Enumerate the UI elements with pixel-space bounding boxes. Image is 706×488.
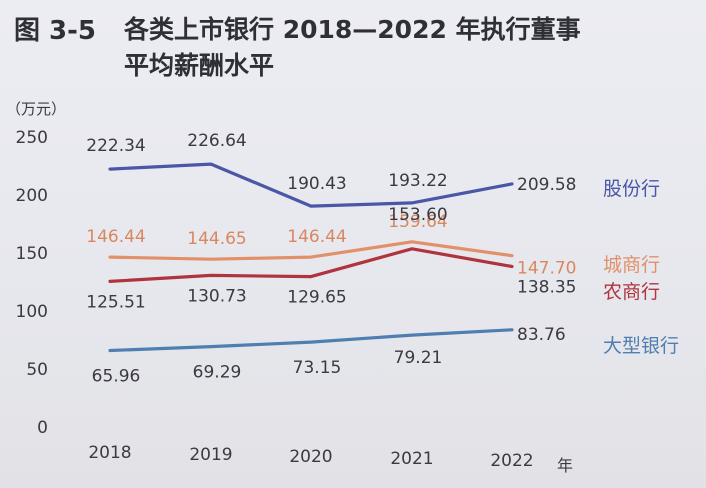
data-label: 73.15 bbox=[293, 358, 342, 378]
series-line bbox=[108, 328, 514, 353]
data-label: 65.96 bbox=[92, 366, 141, 386]
data-label: 130.73 bbox=[187, 286, 246, 306]
data-label: 129.65 bbox=[287, 288, 346, 308]
y-tick-label: 50 bbox=[26, 360, 48, 380]
title-line-2: 平均薪酬水平 bbox=[124, 51, 275, 80]
series-line bbox=[108, 247, 514, 283]
y-tick-label: 150 bbox=[16, 244, 48, 264]
data-label: 209.58 bbox=[517, 175, 576, 195]
data-label: 190.43 bbox=[287, 174, 346, 194]
data-label: 226.64 bbox=[187, 131, 246, 151]
x-tick-label: 2021 bbox=[390, 449, 433, 469]
y-tick-label: 250 bbox=[16, 128, 48, 148]
data-label: 79.21 bbox=[394, 348, 443, 368]
data-label: 159.64 bbox=[388, 212, 447, 232]
series-line bbox=[108, 240, 514, 261]
data-label: 125.51 bbox=[86, 292, 145, 312]
data-label: 147.70 bbox=[517, 259, 576, 279]
series-legend-label: 大型银行 bbox=[603, 335, 679, 357]
y-tick-label: 100 bbox=[16, 302, 48, 322]
title-line-1: 各类上市银行 2018—2022 年执行董事 bbox=[124, 15, 581, 44]
series-legend-label: 股份行 bbox=[603, 178, 660, 200]
figure-number: 图 3-5 bbox=[14, 16, 97, 46]
y-tick-label: 200 bbox=[16, 186, 48, 206]
data-label: 138.35 bbox=[517, 278, 576, 298]
x-tick-label: 2019 bbox=[189, 445, 232, 465]
x-axis-unit: 年 bbox=[557, 456, 573, 475]
data-label: 153.60 bbox=[388, 205, 447, 225]
data-label: 193.22 bbox=[388, 171, 447, 191]
data-label: 146.44 bbox=[86, 227, 145, 247]
x-tick-label: 2022 bbox=[490, 451, 533, 471]
data-label: 222.34 bbox=[86, 136, 145, 156]
series-line bbox=[108, 162, 514, 208]
series-legend-label: 农商行 bbox=[603, 281, 660, 303]
data-label: 144.65 bbox=[187, 229, 246, 249]
data-label: 83.76 bbox=[517, 325, 566, 345]
data-label: 69.29 bbox=[193, 363, 242, 383]
x-tick-label: 2020 bbox=[289, 447, 332, 467]
x-tick-label: 2018 bbox=[88, 443, 131, 463]
series-legend-label: 城商行 bbox=[603, 254, 660, 276]
y-tick-label: 0 bbox=[37, 418, 48, 438]
data-label: 146.44 bbox=[287, 227, 346, 247]
y-axis-unit: （万元） bbox=[6, 100, 66, 118]
